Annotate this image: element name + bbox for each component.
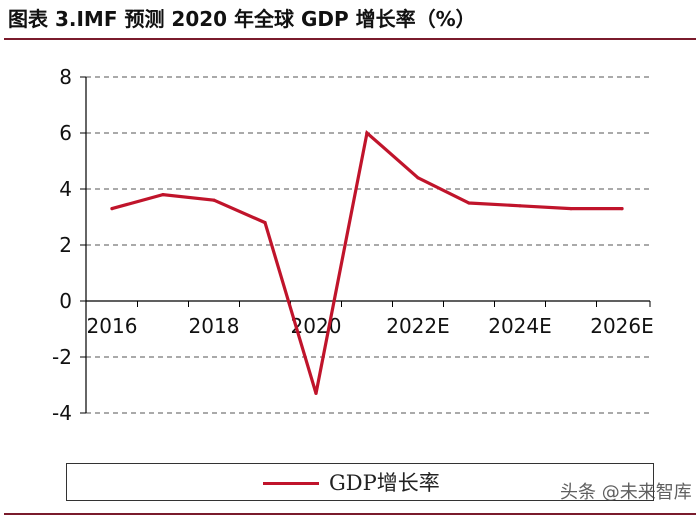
data-point <box>212 198 216 202</box>
x-tick-label: 2024E <box>488 314 552 338</box>
watermark: 头条 @未来智库 <box>560 482 692 503</box>
bottom-divider <box>4 513 696 515</box>
chart-title: 图表 3.IMF 预测 2020 年全球 GDP 增长率（%） <box>8 7 476 31</box>
data-point <box>110 207 114 211</box>
y-tick-label: 4 <box>59 177 72 201</box>
x-tick-label: 2022E <box>386 314 450 338</box>
data-point <box>416 176 420 180</box>
y-tick-label: -4 <box>52 401 72 425</box>
y-tick-label: 6 <box>59 121 72 145</box>
data-point <box>314 391 318 395</box>
y-tick-label: 0 <box>59 289 72 313</box>
x-tick-label: 2026E <box>590 314 654 338</box>
data-point <box>161 193 165 197</box>
data-point <box>518 204 522 208</box>
data-point <box>263 221 267 225</box>
y-tick-label: -2 <box>52 345 72 369</box>
legend-label: GDP增长率 <box>329 471 440 495</box>
y-tick-label: 8 <box>59 65 72 89</box>
data-point <box>467 201 471 205</box>
title-divider <box>4 38 696 40</box>
y-tick-label: 2 <box>59 233 72 257</box>
x-tick-label: 2016 <box>87 314 138 338</box>
data-point <box>365 131 369 135</box>
data-point <box>569 207 573 211</box>
x-tick-label: 2018 <box>189 314 240 338</box>
data-point <box>620 207 624 211</box>
legend: GDP增长率 <box>66 463 654 501</box>
legend-swatch <box>263 482 319 485</box>
series-line-gdp <box>110 129 624 394</box>
